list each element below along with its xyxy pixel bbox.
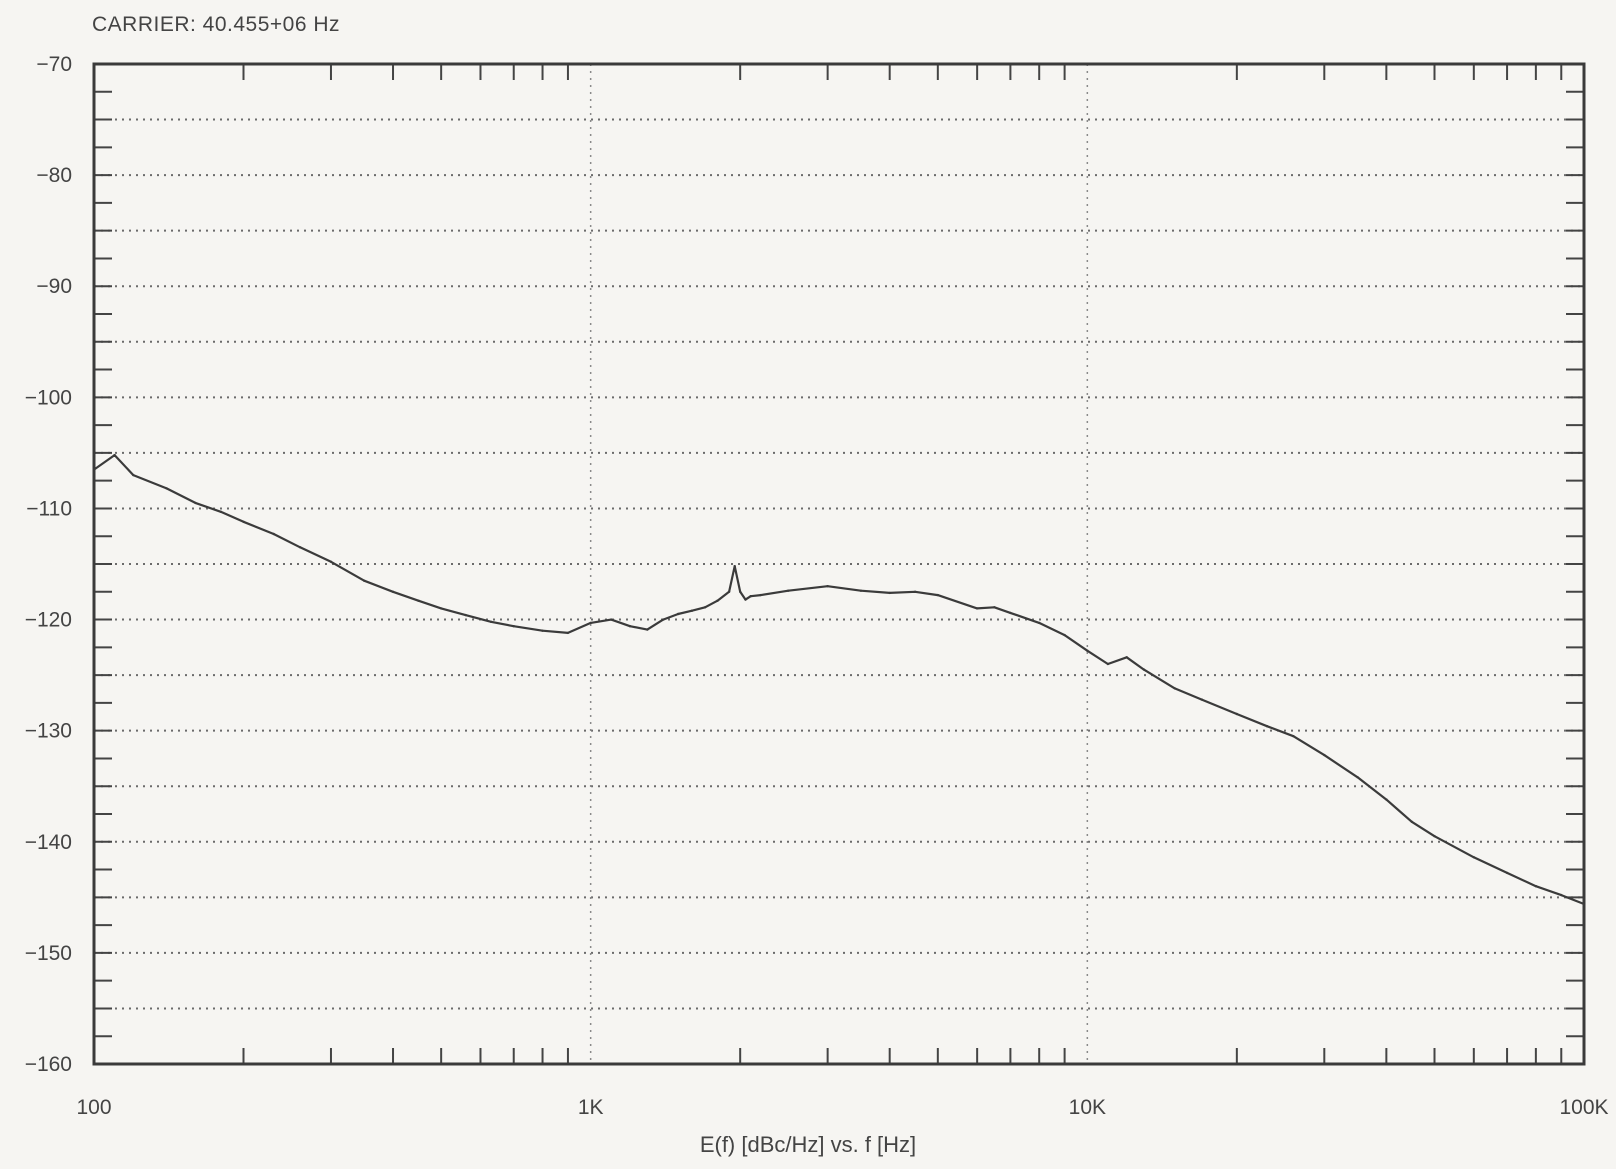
y-tick-label: −150 (25, 942, 72, 965)
data-point (610, 618, 613, 621)
data-point (826, 585, 829, 588)
data-point (676, 612, 680, 616)
data-point (1173, 687, 1177, 690)
data-point (219, 510, 222, 513)
y-tick-label: −90 (36, 275, 72, 298)
data-point (566, 631, 570, 635)
x-axis-label: E(f) [dBc/Hz] vs. f [Hz] (699, 1132, 917, 1157)
x-tick-label: 100K (1559, 1096, 1608, 1119)
data-point (1323, 753, 1326, 757)
data-point (888, 591, 891, 595)
data-point (716, 599, 719, 602)
data-point (132, 473, 135, 477)
y-tick-label: −120 (25, 609, 72, 632)
data-point (759, 593, 762, 597)
data-point (1086, 649, 1089, 652)
x-tick-label: 1K (578, 1096, 604, 1119)
data-point (391, 590, 395, 593)
data-point (329, 560, 333, 563)
data-point (1106, 662, 1110, 666)
data-point (975, 607, 979, 610)
data-point (1063, 633, 1066, 637)
data-point (628, 625, 632, 628)
data-point (1534, 885, 1538, 888)
data-point (1433, 835, 1436, 838)
data-point (489, 620, 493, 623)
data-point (440, 607, 443, 610)
data-point (194, 501, 197, 505)
data-point (1410, 820, 1414, 823)
data-point (1582, 902, 1586, 906)
x-tick-label: 10K (1069, 1096, 1106, 1119)
y-tick-label: −140 (25, 831, 72, 854)
data-point (1200, 698, 1204, 701)
y-tick-label: −70 (36, 53, 72, 76)
data-point (92, 468, 96, 471)
data-point (1560, 893, 1563, 897)
data-point (1356, 776, 1359, 779)
data-point (1235, 712, 1239, 716)
phase-noise-line (93, 454, 1585, 906)
data-point (727, 590, 731, 593)
data-point (662, 618, 665, 621)
y-tick-label: −160 (25, 1053, 72, 1076)
data-point (298, 546, 302, 549)
plot-frame (92, 62, 1586, 1066)
data-point (464, 613, 467, 617)
data-point (272, 532, 275, 536)
data-point (541, 629, 544, 632)
data-point (913, 590, 917, 593)
data-point (1265, 725, 1269, 728)
y-tick-label: −130 (25, 720, 72, 743)
data-point (363, 579, 366, 582)
data-point (749, 595, 752, 598)
x-tick-label: 100 (76, 1096, 111, 1119)
data-point (113, 453, 116, 457)
data-point (1009, 611, 1012, 615)
data-point (993, 606, 996, 609)
data-point (936, 593, 939, 597)
data-point (1125, 656, 1128, 659)
y-tick-label: −110 (26, 497, 72, 520)
data-point (859, 589, 863, 592)
data-point (417, 599, 420, 602)
data-point (690, 609, 694, 612)
data-point (787, 589, 790, 592)
data-point (1505, 871, 1509, 875)
data-point (512, 625, 515, 628)
data-point (589, 621, 592, 625)
data-point (1292, 735, 1295, 738)
data-point (703, 606, 707, 609)
data-point (739, 590, 742, 593)
data-point (165, 487, 168, 490)
data-point (1038, 621, 1041, 625)
data-point (1142, 668, 1146, 671)
data-point (733, 565, 736, 568)
data-point (242, 520, 245, 523)
data-point (1385, 798, 1388, 801)
carrier-label: CARRIER: 40.455+06 Hz (92, 13, 341, 36)
y-tick-label: −100 (25, 386, 72, 409)
data-point (1472, 856, 1476, 859)
data-point (646, 628, 649, 631)
data-point (744, 598, 747, 601)
y-tick-label: −80 (36, 164, 72, 187)
